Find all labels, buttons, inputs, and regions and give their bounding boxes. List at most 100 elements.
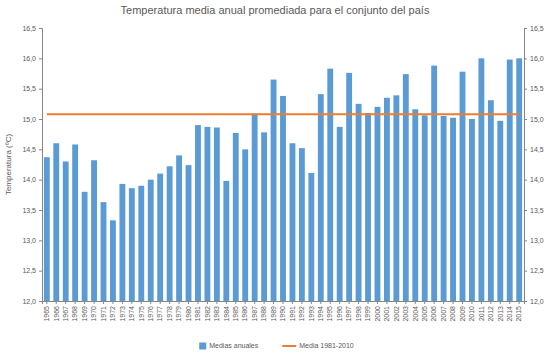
bar <box>516 58 522 301</box>
tick-mark <box>524 89 527 90</box>
tick: 2012 <box>487 301 494 322</box>
tick: 2010 <box>468 301 475 322</box>
tick-label: 14,0 <box>530 176 544 183</box>
tick-mark <box>131 301 132 304</box>
tick-label: 1979 <box>175 306 182 322</box>
bar <box>223 181 229 301</box>
tick-label: 2009 <box>459 306 466 322</box>
tick-label: 1987 <box>251 306 258 322</box>
tick-label: 1968 <box>71 306 78 322</box>
tick: 16,0 <box>22 55 42 62</box>
tick-mark <box>405 301 406 304</box>
tick-mark <box>150 301 151 304</box>
tick: 1983 <box>213 301 220 322</box>
tick-mark <box>141 301 142 304</box>
legend-label: Media 1981-2010 <box>299 342 354 349</box>
tick: 12,0 <box>524 298 544 305</box>
tick-label: 1984 <box>223 306 230 322</box>
tick-label: 1969 <box>81 306 88 322</box>
bar <box>299 148 305 301</box>
bar <box>488 100 494 301</box>
tick: 1984 <box>223 301 230 322</box>
tick: 15,0 <box>524 116 544 123</box>
tick: 1965 <box>43 301 50 322</box>
tick: 1972 <box>109 301 116 322</box>
tick-mark <box>481 301 482 304</box>
legend-swatch <box>199 343 206 350</box>
tick: 2006 <box>430 301 437 322</box>
tick-label: 1965 <box>43 306 50 322</box>
legend-item: Medias anuales <box>199 342 259 349</box>
tick-mark <box>320 301 321 304</box>
tick-label: 2008 <box>449 306 456 322</box>
tick-mark <box>226 301 227 304</box>
tick-label: 15,5 <box>22 85 36 92</box>
tick-label: 2002 <box>393 306 400 322</box>
tick-label: 2011 <box>478 306 485 321</box>
bar <box>308 173 314 301</box>
bar <box>186 165 192 301</box>
bar <box>44 157 50 301</box>
tick-label: 2014 <box>506 306 513 322</box>
tick-mark <box>301 301 302 304</box>
tick-mark <box>462 301 463 304</box>
tick-mark <box>169 301 170 304</box>
tick-label: 16,0 <box>530 55 544 62</box>
tick-label: 16,0 <box>22 55 36 62</box>
tick-mark <box>415 301 416 304</box>
bar <box>233 133 239 301</box>
tick-label: 1974 <box>128 306 135 322</box>
bar <box>441 116 447 301</box>
tick-mark <box>471 301 472 304</box>
bar <box>412 109 418 301</box>
tick-label: 1994 <box>317 306 324 322</box>
tick-label: 1970 <box>90 306 97 322</box>
tick-mark <box>65 301 66 304</box>
tick-label: 1983 <box>213 306 220 322</box>
tick: 2004 <box>412 301 419 322</box>
tick-mark <box>46 301 47 304</box>
tick: 16,5 <box>22 25 42 32</box>
tick-mark <box>84 301 85 304</box>
tick-mark <box>39 119 42 120</box>
bar <box>280 96 286 301</box>
tick: 14,0 <box>524 176 544 183</box>
tick-label: 1995 <box>326 306 333 322</box>
bar <box>119 184 125 301</box>
tick: 1976 <box>147 301 154 322</box>
tick: 16,5 <box>524 25 544 32</box>
bar <box>53 143 59 301</box>
bar <box>356 104 362 301</box>
tick-mark <box>197 301 198 304</box>
tick: 15,5 <box>524 85 544 92</box>
tick-label: 15,0 <box>22 116 36 123</box>
legend-item: Media 1981-2010 <box>282 342 354 349</box>
tick: 13,5 <box>524 207 544 214</box>
tick-mark <box>386 301 387 304</box>
tick: 14,0 <box>22 176 42 183</box>
tick-mark <box>273 301 274 304</box>
bar <box>148 180 154 301</box>
tick: 1970 <box>90 301 97 322</box>
bar <box>346 73 352 301</box>
bar <box>431 66 437 301</box>
tick-mark <box>39 240 42 241</box>
tick: 12,0 <box>22 298 42 305</box>
tick: 1981 <box>194 301 201 322</box>
tick: 15,5 <box>22 85 42 92</box>
bar <box>204 127 210 301</box>
tick: 2015 <box>515 301 522 322</box>
tick-mark <box>39 149 42 150</box>
tick-label: 13,0 <box>530 237 544 244</box>
bar <box>261 132 267 301</box>
tick-label: 1989 <box>270 306 277 322</box>
tick-label: 2006 <box>430 306 437 322</box>
tick: 12,5 <box>22 267 42 274</box>
tick: 1971 <box>100 301 107 322</box>
tick-label: 13,5 <box>530 207 544 214</box>
tick-label: 1971 <box>100 306 107 322</box>
tick-mark <box>39 28 42 29</box>
bar <box>469 119 475 301</box>
tick-mark <box>330 301 331 304</box>
tick-label: 1992 <box>298 306 305 322</box>
